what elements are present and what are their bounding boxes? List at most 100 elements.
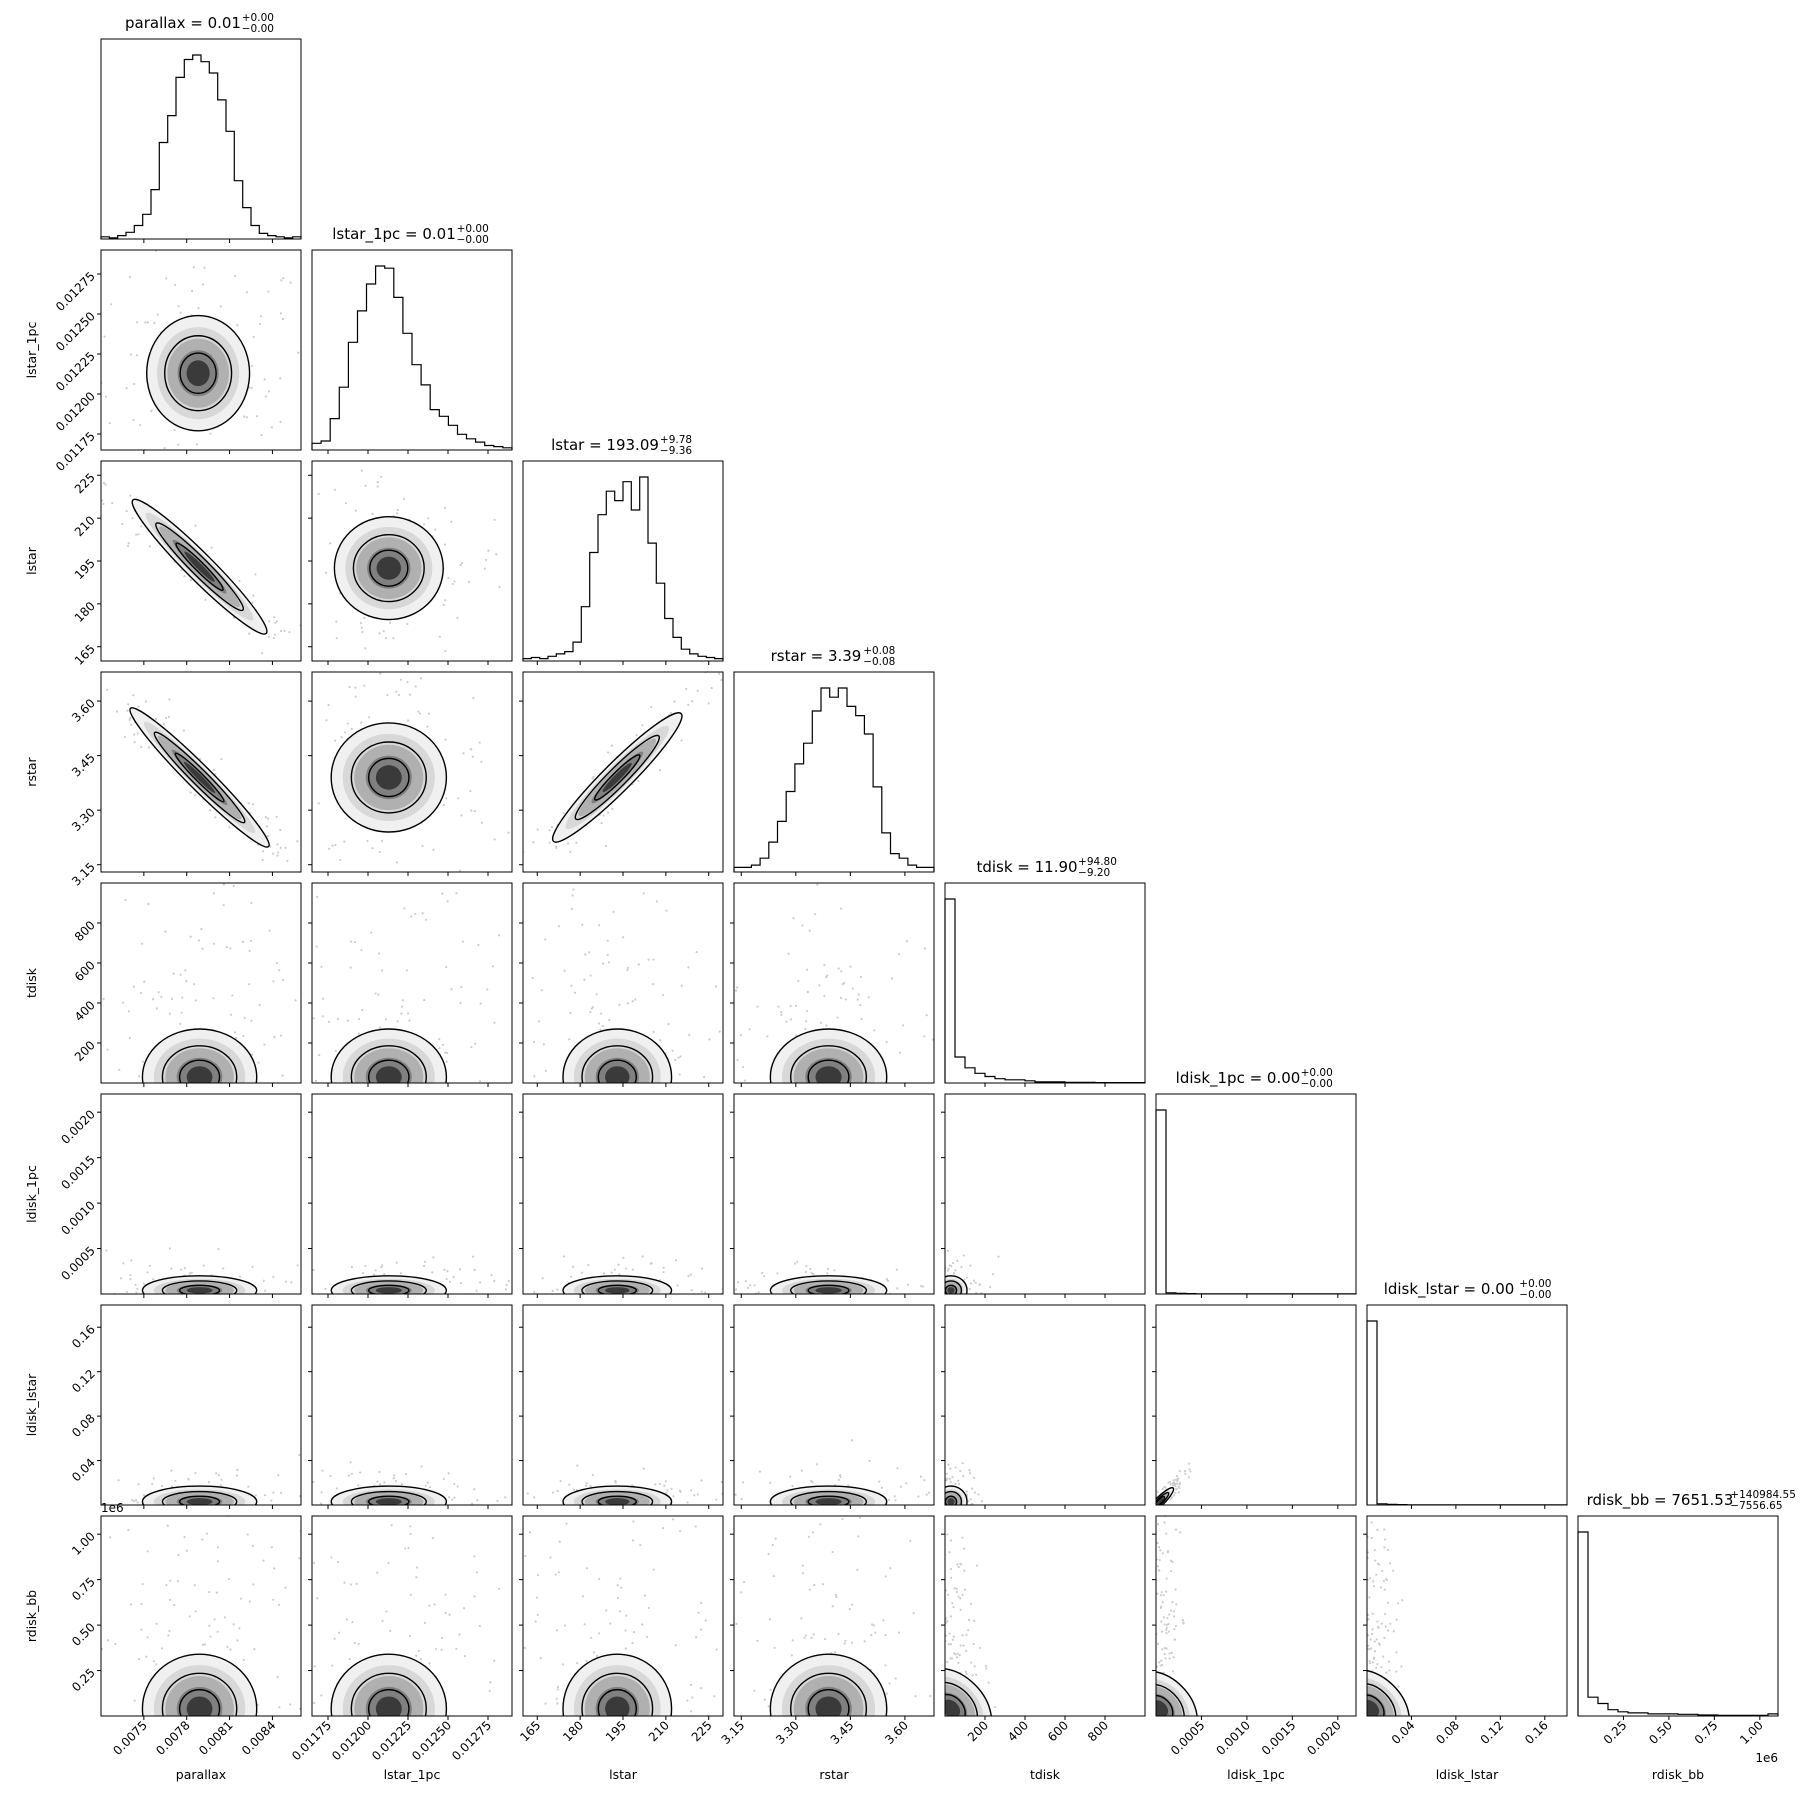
sample-point: [597, 1508, 599, 1510]
sample-point: [873, 1029, 876, 1032]
sample-point: [728, 1458, 730, 1460]
sample-point: [307, 1483, 309, 1485]
sample-point: [279, 420, 282, 423]
sample-point: [150, 409, 153, 412]
sample-point: [325, 1493, 327, 1495]
sample-point: [140, 1628, 143, 1631]
sample-point: [945, 1312, 947, 1314]
sample-point: [993, 1705, 996, 1709]
sample-point: [320, 1694, 323, 1697]
sample-point: [914, 1695, 917, 1698]
sample-point: [1164, 1441, 1166, 1443]
sample-point: [122, 1001, 125, 1004]
sample-point: [185, 1303, 187, 1305]
sample-point: [436, 1510, 438, 1512]
histogram-ldisk_lstar: [1366, 1320, 1568, 1506]
sample-point: [438, 1038, 441, 1041]
sample-point: [668, 1297, 670, 1299]
sample-point: [597, 1310, 599, 1312]
sample-point: [478, 741, 481, 744]
sample-point: [355, 1582, 358, 1585]
sample-point: [317, 492, 320, 496]
sample-point: [1379, 1361, 1381, 1363]
axes-frame-ldisk_lstar-ldisk_lstar: [1366, 1304, 1568, 1506]
sample-point: [277, 1603, 281, 1606]
sample-point: [333, 1637, 336, 1640]
sample-point: [284, 1506, 286, 1508]
contour-2: [597, 1284, 637, 1294]
density-level-4: [945, 1699, 961, 1716]
sample-point: [549, 1556, 552, 1559]
sample-point: [1167, 1622, 1170, 1626]
sample-point: [272, 1517, 274, 1519]
sample-point: [393, 1474, 396, 1477]
sample-point: [882, 1300, 884, 1302]
sample-point: [637, 963, 640, 966]
sample-point: [720, 678, 723, 682]
sample-point: [378, 1483, 382, 1486]
sample-point: [315, 945, 318, 948]
sample-point: [715, 784, 717, 786]
title-minus-error-ldisk_1pc: −0.00: [1301, 1078, 1333, 1090]
sample-point: [610, 1510, 612, 1512]
sample-point: [954, 1294, 956, 1296]
sample-point: [93, 664, 95, 666]
sample-point: [1386, 1433, 1388, 1435]
sample-point: [506, 1508, 508, 1510]
sample-point: [859, 975, 863, 979]
sample-point: [622, 1256, 625, 1259]
sample-point: [246, 789, 248, 791]
sample-point: [733, 1509, 735, 1511]
sample-point: [823, 963, 826, 966]
sample-point: [204, 1306, 206, 1308]
sample-point: [1163, 1652, 1166, 1656]
x-tick-label-rdisk_bb: 0.75: [1692, 1718, 1721, 1747]
sample-point: [133, 733, 136, 736]
sample-point: [1169, 1528, 1171, 1530]
sample-point: [165, 716, 168, 720]
sample-point: [442, 803, 445, 807]
sample-point: [648, 1519, 650, 1521]
sample-point: [129, 353, 133, 356]
sample-point: [287, 689, 289, 691]
sample-point: [344, 1624, 346, 1626]
sample-point: [663, 1484, 666, 1487]
sample-point: [478, 1624, 482, 1628]
sample-point: [141, 1060, 145, 1063]
sample-point: [283, 629, 286, 632]
title-ldisk_lstar: ldisk_lstar = 0.00: [1384, 1280, 1515, 1299]
sample-point: [262, 850, 265, 853]
sample-point: [366, 839, 369, 842]
sample-point: [286, 859, 289, 863]
sample-point: [305, 707, 307, 709]
x-axis-label-tdisk: tdisk: [1030, 1767, 1061, 1782]
sample-point: [422, 1264, 426, 1268]
sample-point: [408, 693, 412, 696]
sample-point: [789, 1004, 792, 1008]
sample-point: [242, 1034, 245, 1038]
sample-point: [585, 1484, 588, 1487]
sample-point: [177, 305, 180, 308]
sample-point: [318, 1054, 321, 1057]
sample-point: [948, 1439, 950, 1441]
sample-point: [259, 1610, 261, 1612]
sample-point: [179, 973, 182, 976]
sample-point: [1178, 1483, 1181, 1486]
sample-point: [980, 1317, 982, 1319]
sample-point: [610, 1271, 613, 1274]
sample-point: [232, 1623, 235, 1626]
sample-point: [298, 1453, 301, 1457]
sample-point: [385, 1610, 388, 1613]
sample-point: [329, 542, 332, 545]
histogram-step-rdisk_bb: [1577, 1531, 1779, 1716]
sample-point: [473, 1268, 476, 1271]
x-axis-label-lstar: lstar: [609, 1767, 638, 1782]
sample-point: [128, 1301, 130, 1303]
sample-point: [409, 1525, 412, 1528]
sample-point: [291, 1513, 293, 1515]
sample-point: [347, 1474, 350, 1477]
sample-point: [359, 622, 363, 625]
density-panel-ldisk_lstar-vs-parallax: [117, 1453, 301, 1508]
sample-point: [837, 967, 840, 970]
sample-point: [533, 1496, 536, 1499]
